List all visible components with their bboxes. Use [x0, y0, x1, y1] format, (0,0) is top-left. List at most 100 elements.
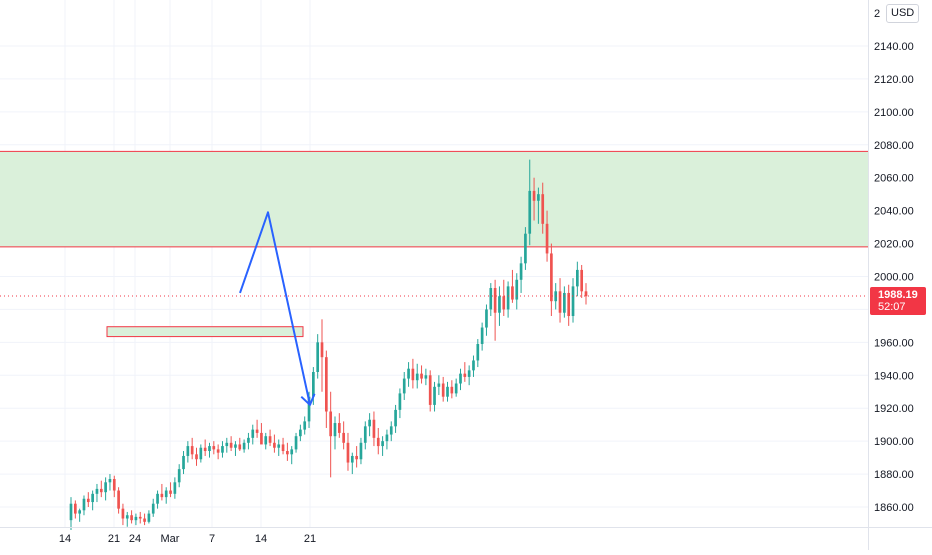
support-zone — [107, 326, 303, 337]
candle-body — [195, 454, 198, 460]
y-tick-label: 1860.00 — [874, 502, 914, 514]
candle-body — [563, 292, 566, 313]
candle-body — [86, 498, 90, 503]
candle-body — [454, 383, 458, 394]
candle-body — [290, 449, 294, 455]
candle-body — [125, 515, 129, 519]
candle-body — [541, 194, 545, 224]
x-tick-label: Mar — [161, 533, 180, 545]
candle-body — [69, 503, 73, 521]
support-zone-border — [106, 326, 304, 338]
candle-body — [385, 434, 389, 442]
candle-body — [91, 493, 94, 503]
candle-body — [238, 444, 242, 450]
candle-body — [524, 233, 527, 264]
candle-body — [273, 442, 276, 448]
candle-body — [78, 510, 81, 514]
candle-body — [173, 482, 177, 494]
candle-body — [511, 286, 514, 300]
candle-body — [268, 436, 272, 443]
y-tick-label: 2140.00 — [874, 41, 914, 53]
candle-body — [164, 490, 168, 498]
grid — [0, 0, 868, 527]
candle-body — [186, 446, 190, 456]
candle-body — [299, 429, 302, 437]
y-tick-label: 2000.00 — [874, 272, 914, 284]
candle-body — [528, 190, 532, 234]
candle-body — [498, 296, 501, 313]
candle-body — [169, 490, 172, 494]
candle-body — [281, 444, 285, 452]
y-tick-label: 1920.00 — [874, 403, 914, 415]
candle-body — [134, 516, 138, 521]
candle-body — [532, 190, 536, 201]
zones — [0, 150, 868, 338]
candle-body — [216, 449, 220, 453]
candle-body — [584, 291, 588, 297]
candle-body — [203, 447, 207, 452]
candle-body — [463, 373, 467, 377]
candle-body — [545, 223, 549, 254]
candle-body — [467, 370, 471, 377]
currency-badge[interactable]: USD — [886, 4, 920, 23]
overlays — [0, 211, 868, 406]
x-tick-label: 24 — [129, 533, 141, 545]
candle-body — [424, 375, 428, 379]
candle-body — [151, 503, 155, 514]
candle-body — [177, 469, 181, 483]
candle-body — [472, 360, 475, 371]
current-price-label: 1988.19 — [878, 289, 918, 301]
candle-body — [576, 269, 579, 287]
candle-body — [117, 490, 120, 509]
y-tick-label: 2060.00 — [874, 173, 914, 185]
candle-body — [368, 419, 371, 427]
candle-body — [229, 442, 233, 448]
candle-body — [130, 515, 133, 521]
candle-body — [242, 442, 246, 450]
candle-body — [138, 516, 142, 519]
candle-body — [182, 455, 185, 470]
candle-body — [337, 423, 341, 433]
candle-body — [493, 288, 497, 313]
candle-body — [350, 455, 354, 463]
candle-body — [190, 446, 194, 455]
candle-body — [502, 296, 506, 310]
candle-body — [407, 368, 410, 379]
candle-body — [550, 253, 553, 302]
candle-body — [372, 419, 376, 438]
candle-body — [199, 447, 203, 460]
candle-body — [73, 503, 77, 514]
candle-body — [108, 479, 112, 483]
candle-body — [415, 373, 419, 381]
projection-path — [239, 211, 311, 406]
x-tick-label: 7 — [209, 533, 215, 545]
candle-body — [225, 442, 229, 447]
candle-body — [312, 371, 315, 397]
candle-body — [99, 488, 103, 493]
candle-body — [121, 508, 125, 519]
candle-body — [255, 429, 259, 433]
candle-body — [411, 368, 415, 381]
candle-body — [389, 426, 393, 435]
candle-body — [489, 288, 493, 310]
candle-body — [346, 442, 350, 463]
candle-body — [82, 498, 86, 511]
candle-body — [221, 446, 224, 453]
candle-body — [355, 455, 358, 460]
candle-body — [446, 386, 449, 397]
candle-body — [394, 409, 397, 427]
y-tick-label: 2100.00 — [874, 107, 914, 119]
y-tick-label: 1900.00 — [874, 436, 914, 448]
candle-body — [428, 375, 432, 405]
x-tick-label: 21 — [304, 533, 316, 545]
candle-body — [519, 263, 523, 280]
candle-body — [359, 442, 363, 460]
y-tick-label: 2020.00 — [874, 239, 914, 251]
candle-body — [459, 373, 462, 384]
candle-body — [112, 479, 116, 491]
y-tick-label: 2080.00 — [874, 140, 914, 152]
candle-body — [537, 194, 540, 201]
candle-body — [381, 441, 384, 447]
